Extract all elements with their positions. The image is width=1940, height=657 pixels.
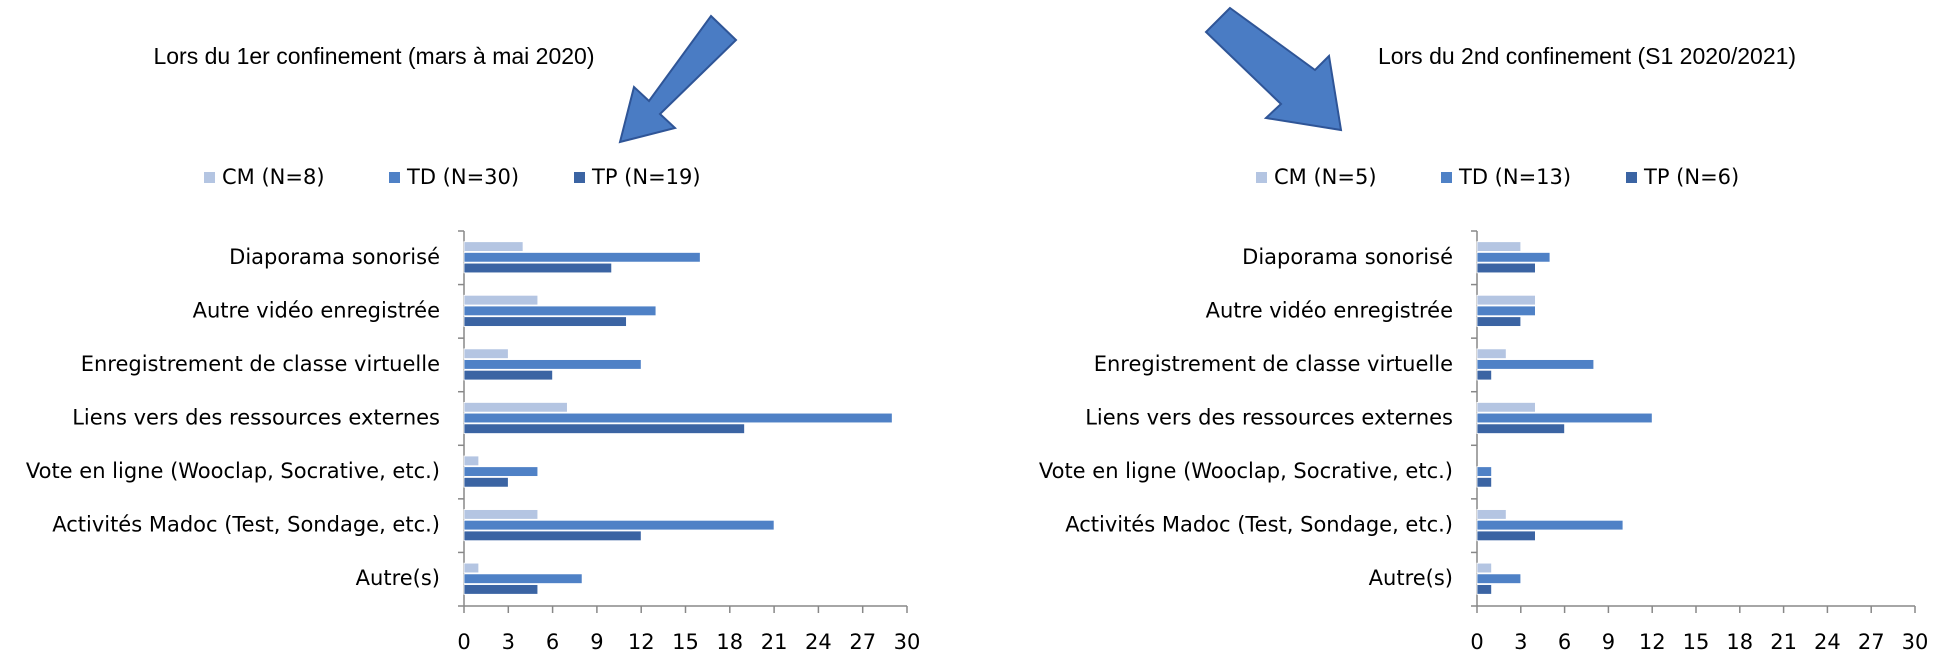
bar — [463, 455, 480, 467]
bar — [1476, 262, 1536, 274]
bar — [463, 562, 480, 574]
bar — [1476, 241, 1522, 252]
bar — [1476, 252, 1551, 263]
bar — [1476, 305, 1536, 317]
bar — [463, 252, 701, 263]
arrow — [1204, 6, 1343, 132]
legend-label: TD (N=30) — [406, 165, 519, 189]
x-tick-label: 30 — [894, 630, 921, 654]
category-label: Diaporama sonorisé — [1242, 245, 1453, 269]
bar — [463, 466, 539, 477]
bar — [1476, 348, 1507, 359]
category-label: Vote en ligne (Wooclap, Socrative, etc.) — [26, 459, 440, 483]
x-tick-label: 6 — [546, 630, 559, 654]
x-tick-label: 27 — [1858, 630, 1885, 654]
x-tick-label: 30 — [1902, 630, 1929, 654]
bar — [463, 584, 539, 595]
category-label: Autre vidéo enregistrée — [1206, 298, 1453, 322]
x-tick-label: 12 — [1639, 630, 1666, 654]
bar — [1476, 530, 1536, 542]
bar — [1476, 359, 1595, 370]
legend-label: TD (N=13) — [1458, 165, 1571, 189]
legend-swatch — [204, 172, 215, 183]
x-tick-label: 12 — [628, 630, 655, 654]
category-label: Autre vidéo enregistrée — [193, 298, 440, 322]
legend-label: TP (N=19) — [591, 165, 701, 189]
bar — [1476, 584, 1492, 595]
category-label: Activités Madoc (Test, Sondage, etc.) — [52, 513, 440, 537]
bar — [1476, 519, 1624, 531]
bar — [1476, 423, 1565, 434]
bar — [463, 423, 745, 434]
x-tick-label: 6 — [1558, 630, 1571, 654]
bar — [1476, 466, 1492, 477]
x-tick-label: 0 — [1470, 630, 1483, 654]
legend-swatch — [1256, 172, 1267, 183]
x-tick-label: 24 — [805, 630, 832, 654]
bar — [1476, 573, 1522, 584]
x-tick-label: 9 — [590, 630, 603, 654]
bar — [463, 241, 524, 252]
category-label: Liens vers des ressources externes — [72, 406, 440, 430]
bar — [1476, 369, 1492, 381]
bar — [1476, 562, 1492, 574]
category-label: Vote en ligne (Wooclap, Socrative, etc.) — [1039, 459, 1453, 483]
x-tick-label: 0 — [457, 630, 470, 654]
bar — [463, 262, 613, 274]
bar — [463, 477, 509, 488]
category-label: Liens vers des ressources externes — [1085, 406, 1453, 430]
category-label: Enregistrement de classe virtuelle — [1094, 352, 1453, 376]
category-label: Enregistrement de classe virtuelle — [81, 352, 440, 376]
x-tick-label: 18 — [716, 630, 743, 654]
category-label: Activités Madoc (Test, Sondage, etc.) — [1065, 513, 1453, 537]
x-tick-label: 21 — [1770, 630, 1797, 654]
x-tick-label: 21 — [761, 630, 788, 654]
category-label: Autre(s) — [356, 566, 440, 590]
x-tick-label: 3 — [502, 630, 515, 654]
bar — [463, 348, 509, 359]
x-tick-label: 3 — [1514, 630, 1527, 654]
bar — [463, 316, 627, 327]
bar — [463, 359, 642, 370]
bar — [1476, 402, 1536, 413]
x-tick-label: 9 — [1602, 630, 1615, 654]
chart-title: Lors du 1er confinement (mars à mai 2020… — [153, 43, 594, 69]
bar — [463, 412, 893, 424]
bar — [463, 509, 539, 520]
x-tick-label: 24 — [1814, 630, 1841, 654]
arrow — [618, 14, 738, 144]
legend-swatch — [1441, 172, 1452, 183]
legend-label: CM (N=8) — [222, 165, 325, 189]
bar — [463, 402, 568, 413]
bar — [463, 294, 539, 306]
bar — [463, 519, 775, 531]
bar — [463, 305, 657, 317]
bar — [1476, 412, 1653, 424]
bar — [463, 369, 553, 381]
legend-swatch — [574, 172, 585, 183]
category-label: Autre(s) — [1369, 566, 1453, 590]
bar — [1476, 294, 1536, 306]
bar — [1476, 316, 1522, 327]
legend-label: TP (N=6) — [1643, 165, 1739, 189]
category-label: Diaporama sonorisé — [229, 245, 440, 269]
bar — [463, 530, 642, 542]
bar — [1476, 509, 1507, 520]
chart-title: Lors du 2nd confinement (S1 2020/2021) — [1378, 43, 1796, 69]
legend-swatch — [389, 172, 400, 183]
legend-label: CM (N=5) — [1274, 165, 1377, 189]
x-tick-label: 15 — [1683, 630, 1710, 654]
x-tick-label: 15 — [672, 630, 699, 654]
bar — [1476, 477, 1492, 488]
x-tick-label: 27 — [849, 630, 876, 654]
bar — [463, 573, 583, 584]
x-tick-label: 18 — [1726, 630, 1753, 654]
legend-swatch — [1626, 172, 1637, 183]
